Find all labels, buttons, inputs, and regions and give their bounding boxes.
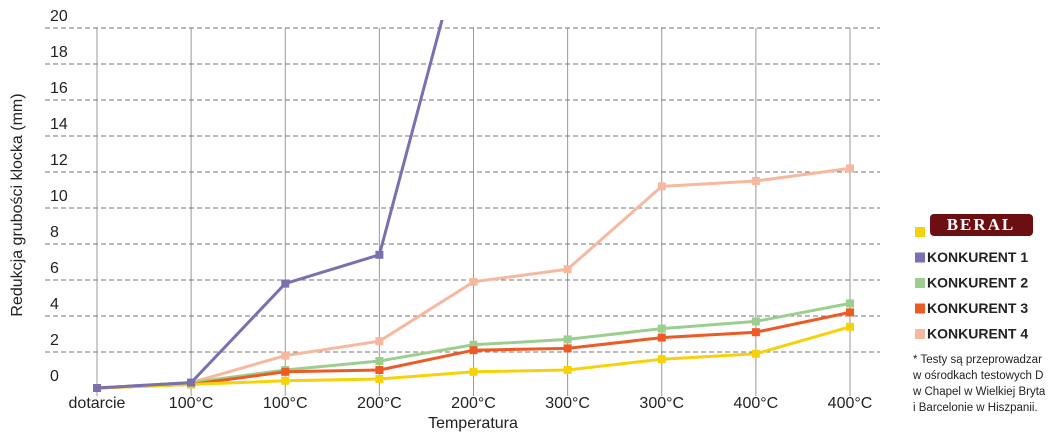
x-tick-label: 300°C <box>545 395 590 412</box>
data-point <box>375 366 384 374</box>
y-tick-label: 0 <box>50 368 59 385</box>
data-point <box>375 337 384 346</box>
data-point <box>751 317 760 326</box>
x-tick-label: 200°C <box>357 395 402 412</box>
data-point <box>281 367 290 376</box>
y-tick-label: 12 <box>50 152 68 169</box>
data-point <box>846 322 854 331</box>
y-tick-label: 2 <box>50 332 59 349</box>
data-point <box>469 367 478 376</box>
footnote: w ośrodkach testowych D <box>912 370 1043 382</box>
x-tick-label: 300°C <box>639 395 684 412</box>
y-tick-label: 16 <box>50 80 68 97</box>
x-tick-label: 200°C <box>451 395 496 412</box>
legend-swatch <box>915 278 925 288</box>
y-tick-label: 8 <box>50 224 59 241</box>
data-point <box>657 355 666 364</box>
legend-label: KONKURENT 4 <box>927 326 1028 342</box>
data-point <box>563 335 572 344</box>
y-tick-label: 10 <box>50 188 68 205</box>
y-tick-label: 14 <box>50 116 68 133</box>
data-point <box>469 277 478 286</box>
data-point <box>657 333 666 342</box>
data-point <box>375 357 384 365</box>
legend-swatch <box>915 329 925 339</box>
legend-label: KONKURENT 2 <box>927 275 1028 291</box>
data-point <box>187 378 196 387</box>
legend-label: BERAL <box>947 215 1016 234</box>
data-point <box>469 340 478 349</box>
data-point <box>281 351 290 360</box>
y-axis-title: Redukcja grubości klocka (mm) <box>9 93 26 316</box>
data-point <box>563 344 572 353</box>
y-tick-label: 6 <box>50 260 59 277</box>
data-point <box>751 349 760 358</box>
x-axis-title: Temperatura <box>428 415 518 432</box>
footnote: * Testy są przeprowadzar <box>913 354 1042 366</box>
x-tick-label: 400°C <box>828 395 873 412</box>
data-point <box>375 250 384 259</box>
y-tick-label: 18 <box>50 44 68 61</box>
x-tick-label: dotarcie <box>69 395 126 412</box>
data-point <box>846 299 854 308</box>
legend-swatch <box>915 227 925 237</box>
x-tick-label: 400°C <box>734 395 779 412</box>
legend-label: KONKURENT 1 <box>927 249 1028 265</box>
y-tick-label: 20 <box>50 8 68 25</box>
data-point <box>751 328 760 337</box>
x-tick-label: 100°C <box>263 395 308 412</box>
y-tick-label: 4 <box>50 296 59 313</box>
data-point <box>563 366 572 374</box>
data-point <box>375 375 384 383</box>
legend-label: KONKURENT 3 <box>927 300 1028 316</box>
data-point <box>846 164 854 173</box>
data-point <box>93 384 101 392</box>
data-point <box>281 279 290 288</box>
data-point <box>657 324 666 333</box>
data-point <box>751 177 760 185</box>
data-point <box>563 265 572 274</box>
legend-swatch <box>915 252 925 263</box>
data-point <box>469 346 478 355</box>
footnote: w Chapel w Wielkiej Bryta <box>912 386 1046 398</box>
data-point <box>281 376 290 385</box>
legend-swatch <box>915 303 925 314</box>
x-tick-label: 100°C <box>169 395 214 412</box>
legend-logo-bg <box>930 214 1033 236</box>
data-point <box>657 182 666 191</box>
data-point <box>846 308 854 317</box>
plot <box>93 20 854 392</box>
footnote: i Barcelonie w Hiszpanii. <box>913 402 1038 414</box>
